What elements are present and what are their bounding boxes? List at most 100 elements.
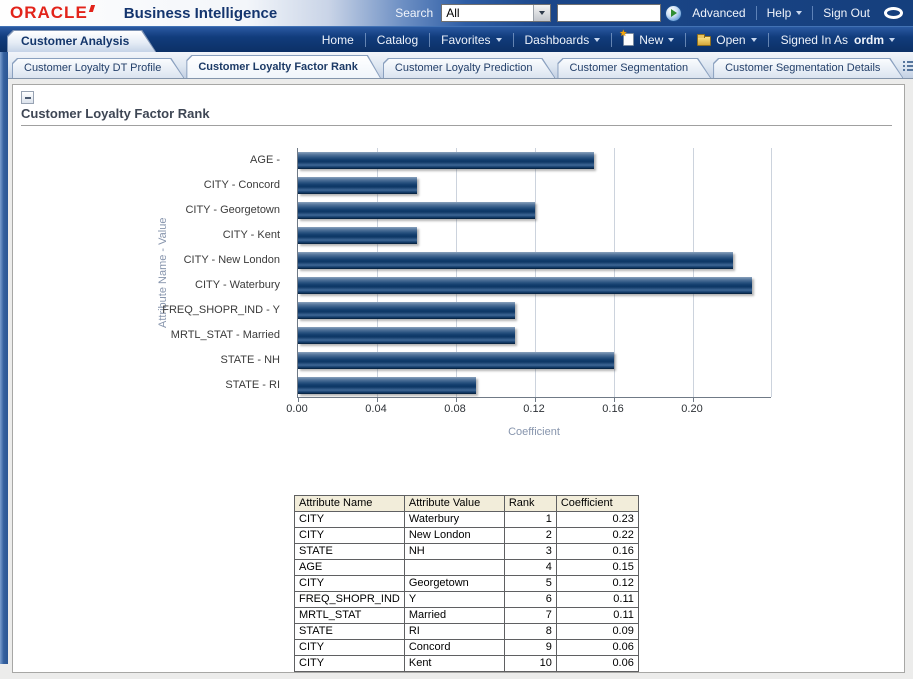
search-input[interactable] [557,4,662,22]
tab-customer-segmentation[interactable]: Customer Segmentation [557,58,711,78]
chevron-down-icon [668,37,675,42]
chart-bar-city-kent[interactable] [298,227,417,244]
tab-customer-loyalty-factor-rank[interactable]: Customer Loyalty Factor Rank [186,55,381,78]
nav-divider [611,32,613,47]
nav-divider [512,32,514,47]
table-cell: 2 [503,527,557,544]
search-go-button[interactable] [665,4,683,22]
nav-item-favorites[interactable]: Favorites [430,33,512,47]
x-tick-label: 0.04 [365,403,387,415]
nav-item-label: Favorites [441,32,491,47]
gridline [377,148,378,397]
table-cell: STATE [294,623,405,640]
table-cell: Georgetown [403,575,505,592]
axis-tick [377,398,378,402]
table-row: CITY Waterbury 1 0.23 [294,511,639,528]
advanced-link[interactable]: Advanced [692,6,746,20]
chevron-down-icon [594,37,601,42]
play-icon [671,9,678,17]
table-cell: CITY [294,527,405,544]
page-tabs: Customer Loyalty DT Profile Customer Loya… [12,55,903,78]
table-cell: RI [403,623,505,640]
nav-item-label: New [639,32,664,47]
table-row: CITY Georgetown 5 0.12 [294,575,639,592]
dashboard-tab-customer-analysis[interactable]: Customer Analysis [7,30,156,52]
table-cell: 0.23 [555,511,639,528]
chart-bar-city-georgetown[interactable] [298,202,535,219]
dashboard-tab-label: Customer Analysis [8,31,155,52]
signed-in-as: Signed In As ordm [769,33,905,47]
chart-bar-state-nh[interactable] [298,352,614,369]
chart-bar-city-concord[interactable] [298,177,417,194]
x-tick-label: 0.16 [602,403,624,415]
table-cell: NH [403,543,505,560]
tab-customer-loyalty-prediction[interactable]: Customer Loyalty Prediction [383,58,556,78]
section-title-rule [21,125,892,126]
table-cell: 0.22 [555,527,639,544]
dashboard-content-panel: Customer Loyalty Factor Rank Attribute N… [12,84,905,673]
table-cell: CITY [294,575,405,592]
table-cell: 0.15 [555,559,639,576]
chart-bar-mrtl-stat-married[interactable] [298,327,515,344]
user-name[interactable]: ordm [854,32,884,47]
table-cell: 10 [503,655,557,672]
tab-label: Customer Segmentation [558,59,710,78]
tab-customer-segmentation-details[interactable]: Customer Segmentation Details [713,58,903,78]
table-cell: Waterbury [403,511,505,528]
table-cell: 6 [503,591,557,608]
nav-item-open[interactable]: Open [686,33,767,47]
chevron-down-icon[interactable] [533,5,551,21]
x-tick-label: 0.08 [444,403,466,415]
chevron-down-icon [495,37,502,42]
table-cell: AGE [294,559,405,576]
nav-item-dashboards[interactable]: Dashboards [514,33,612,47]
toolbar-icons: ? [903,59,913,78]
oracle-o-icon [884,7,903,19]
nav-item-home[interactable]: Home [311,33,365,47]
table-row: STATE RI 8 0.09 [294,623,639,640]
table-cell: CITY [294,655,405,672]
sign-out-link[interactable]: Sign Out [823,6,870,20]
table-row: MRTL_STAT Married 7 0.11 [294,607,639,624]
chart-bar-freq-shopr-ind-y[interactable] [298,302,515,319]
table-cell: MRTL_STAT [294,607,405,624]
axis-tick [456,398,457,402]
table-cell: 5 [503,575,557,592]
x-tick-label: 0.00 [286,403,308,415]
search-scope-select[interactable]: All [441,4,552,22]
chart-bar-city-waterbury[interactable] [298,277,752,294]
gridline [535,148,536,397]
table-row: AGE 4 0.15 [294,559,639,576]
global-nav: Home Catalog Favorites Dashboards New Open Sig… [311,27,905,52]
category-label: STATE - RI [225,379,280,391]
page-options-icon[interactable] [903,60,913,74]
chart-bar-state-ri[interactable] [298,377,476,394]
tab-customer-loyalty-dt-profile[interactable]: Customer Loyalty DT Profile [12,58,184,78]
divider [812,6,814,20]
nav-item-catalog[interactable]: Catalog [366,33,429,47]
table-cell: 0.11 [555,591,639,608]
table-cell: CITY [294,511,405,528]
nav-item-label: Home [321,32,354,47]
table-cell: New London [403,527,505,544]
tab-label: Customer Segmentation Details [714,59,902,78]
axis-tick [614,398,615,402]
nav-item-new[interactable]: New [612,28,685,47]
collapse-section-button[interactable] [21,91,34,104]
chevron-down-icon [796,11,803,15]
help-menu[interactable]: Help [767,6,803,20]
search-label: Search [395,6,434,20]
chart-bar-age[interactable] [298,152,594,169]
gridline [771,148,772,397]
column-header-rank: Rank [503,495,557,512]
category-label: MRTL_STAT - Married [170,329,280,341]
search-scope-value: All [446,6,460,20]
chart-bar-city-new-london[interactable] [298,252,733,269]
brand-bar: Customer Analysis Home Catalog Favorites Da… [0,26,913,52]
table-header-row: Attribute Name Attribute Value Rank Coeffic… [294,495,639,512]
table-cell: 0.12 [555,575,639,592]
x-axis-title: Coefficient [508,426,560,438]
x-axis-tick-labels: 0.00 0.04 0.08 0.12 0.16 0.20 [286,403,771,416]
tab-label: Customer Loyalty Prediction [384,59,555,78]
chevron-down-icon [889,37,895,42]
